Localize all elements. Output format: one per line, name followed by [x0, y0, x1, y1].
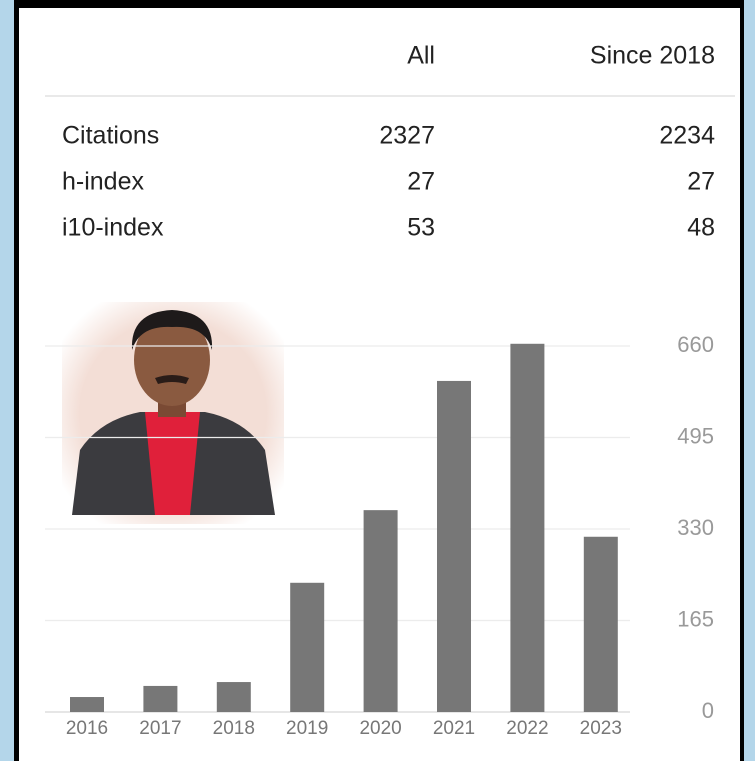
bar	[437, 380, 471, 712]
y-tick-label: 0	[702, 698, 714, 723]
bar	[363, 510, 398, 712]
cell-value: 27	[407, 168, 435, 196]
photo-hair	[131, 310, 213, 350]
cell-value: 2327	[379, 122, 435, 150]
row-label: h-index	[62, 168, 144, 196]
bar	[216, 682, 251, 712]
x-tick-label: 2023	[580, 718, 622, 739]
x-tick-label: 2021	[433, 718, 475, 739]
profile-photo	[62, 302, 284, 524]
row-label: i10-index	[62, 214, 164, 242]
bar	[583, 536, 618, 712]
bar	[290, 582, 325, 712]
cell-value: 2234	[659, 122, 715, 150]
row-label: Citations	[62, 122, 159, 150]
stats-table: All Since 2018 Citations 2327 2234 h-index 27 2…	[62, 42, 715, 242]
x-tick-label: 2019	[286, 718, 328, 739]
x-tick-label: 2018	[213, 718, 255, 739]
cell-value: 27	[687, 168, 715, 196]
photo-mustache	[155, 375, 189, 384]
citation-chart: 0 165 330 495 660 2016 2017 2018 2019 2020 2021 202…	[45, 332, 714, 739]
cell-value: 53	[407, 214, 435, 242]
x-tick-label: 2020	[359, 718, 401, 739]
x-tick-label: 2022	[506, 718, 548, 739]
bar	[143, 685, 178, 712]
column-header: Since 2018	[590, 42, 715, 70]
photo-face	[134, 314, 210, 406]
column-header: All	[407, 42, 435, 70]
y-tick-label: 165	[677, 606, 714, 631]
y-tick-label: 660	[677, 332, 714, 357]
bar	[510, 343, 545, 712]
bar	[70, 697, 104, 712]
y-tick-label: 330	[677, 515, 714, 540]
x-tick-label: 2016	[66, 718, 108, 739]
x-tick-label: 2017	[139, 718, 181, 739]
cell-value: 48	[687, 214, 715, 242]
y-tick-label: 495	[677, 423, 714, 448]
